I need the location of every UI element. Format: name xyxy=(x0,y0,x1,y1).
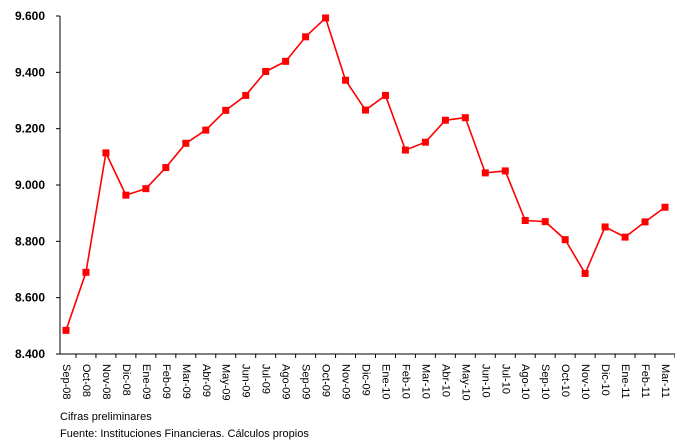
y-axis: 8.400 8.600 8.800 9.000 9.200 9.400 9.600 xyxy=(15,9,61,361)
x-tick-label: Ene-09 xyxy=(140,364,152,399)
x-tick-label: Ago-10 xyxy=(519,364,531,399)
x-tick-label: Ene-11 xyxy=(619,364,631,399)
data-point xyxy=(381,91,389,99)
x-tick-label: Jun-10 xyxy=(479,364,491,398)
y-tick-label: 8.800 xyxy=(15,234,45,248)
data-point xyxy=(441,116,449,124)
x-tick-label: Dic-08 xyxy=(120,364,132,396)
data-point xyxy=(641,218,649,226)
data-point xyxy=(162,164,170,172)
y-tick-label: 9.600 xyxy=(15,9,45,23)
x-tick-label: Abr-09 xyxy=(200,364,212,397)
data-point xyxy=(461,114,469,122)
x-axis: Sep-08 Oct-08 Nov-08 Dic-08 Ene-09 Feb-09 Mar-… xyxy=(60,353,675,401)
data-point xyxy=(302,33,310,41)
x-tick-label: Feb-09 xyxy=(160,364,172,399)
y-tick-label: 8.400 xyxy=(15,347,45,361)
x-tick-label: Feb-11 xyxy=(639,364,651,398)
data-point xyxy=(242,91,250,99)
preliminary-note: Cifras preliminares xyxy=(60,411,152,423)
data-point xyxy=(342,76,350,84)
x-tick-label: Oct-10 xyxy=(559,364,571,397)
data-point xyxy=(501,167,509,175)
y-tick-label: 9.200 xyxy=(15,122,45,136)
data-point xyxy=(401,146,409,154)
data-point xyxy=(122,191,130,199)
x-tick-label: May-10 xyxy=(459,364,471,401)
x-tick-label: Sep-09 xyxy=(300,364,312,399)
data-point xyxy=(102,149,110,157)
x-tick-label: Jul-10 xyxy=(499,364,511,394)
x-tick-label: Abr-10 xyxy=(439,364,451,397)
x-tick-label: Sep-10 xyxy=(539,364,551,399)
x-tick-label: Dic-10 xyxy=(599,364,611,396)
x-tick-label: Dic-09 xyxy=(360,364,372,396)
x-tick-label: Ago-09 xyxy=(280,364,292,399)
data-point xyxy=(282,57,290,65)
data-point xyxy=(581,269,589,277)
x-tick-label: Oct-08 xyxy=(80,364,92,397)
data-point xyxy=(322,14,330,22)
x-tick-label: Nov-10 xyxy=(579,364,591,399)
x-tick-label: Jul-09 xyxy=(260,364,272,394)
data-point xyxy=(561,236,569,244)
data-point xyxy=(521,216,529,224)
x-tick-label: Nov-08 xyxy=(100,364,112,399)
x-tick-label: Mar-11 xyxy=(659,364,671,398)
data-point xyxy=(601,223,609,231)
data-point xyxy=(142,185,150,193)
data-point xyxy=(202,126,210,134)
chart-notes: Cifras preliminares Fuente: Institucione… xyxy=(60,409,309,443)
x-tick-label: Feb-10 xyxy=(399,364,411,399)
data-point xyxy=(182,139,190,147)
data-point xyxy=(222,106,230,114)
data-point xyxy=(82,268,90,276)
data-point xyxy=(621,233,629,241)
data-point xyxy=(262,67,270,75)
x-tick-label: May-09 xyxy=(220,364,232,401)
y-tick-label: 9.400 xyxy=(15,65,45,79)
x-tick-label: Ene-10 xyxy=(379,364,391,399)
series-line xyxy=(65,17,666,331)
data-point xyxy=(421,138,429,146)
x-tick-label: Mar-10 xyxy=(419,364,431,399)
data-point xyxy=(541,218,549,226)
y-tick-label: 8.600 xyxy=(15,291,45,305)
source-note: Fuente: Instituciones Financieras. Cálcu… xyxy=(60,428,309,440)
data-point xyxy=(481,169,489,177)
x-tick-label: Oct-09 xyxy=(320,364,332,397)
x-tick-label: Sep-08 xyxy=(60,364,72,399)
data-point xyxy=(62,326,70,334)
data-point xyxy=(661,203,669,211)
x-tick-label: Jun-09 xyxy=(240,364,252,398)
y-tick-label: 9.000 xyxy=(15,178,45,192)
x-tick-label: Mar-09 xyxy=(180,364,192,399)
data-point xyxy=(362,106,369,114)
plot-area xyxy=(62,14,669,334)
x-tick-label: Nov-09 xyxy=(340,364,352,399)
